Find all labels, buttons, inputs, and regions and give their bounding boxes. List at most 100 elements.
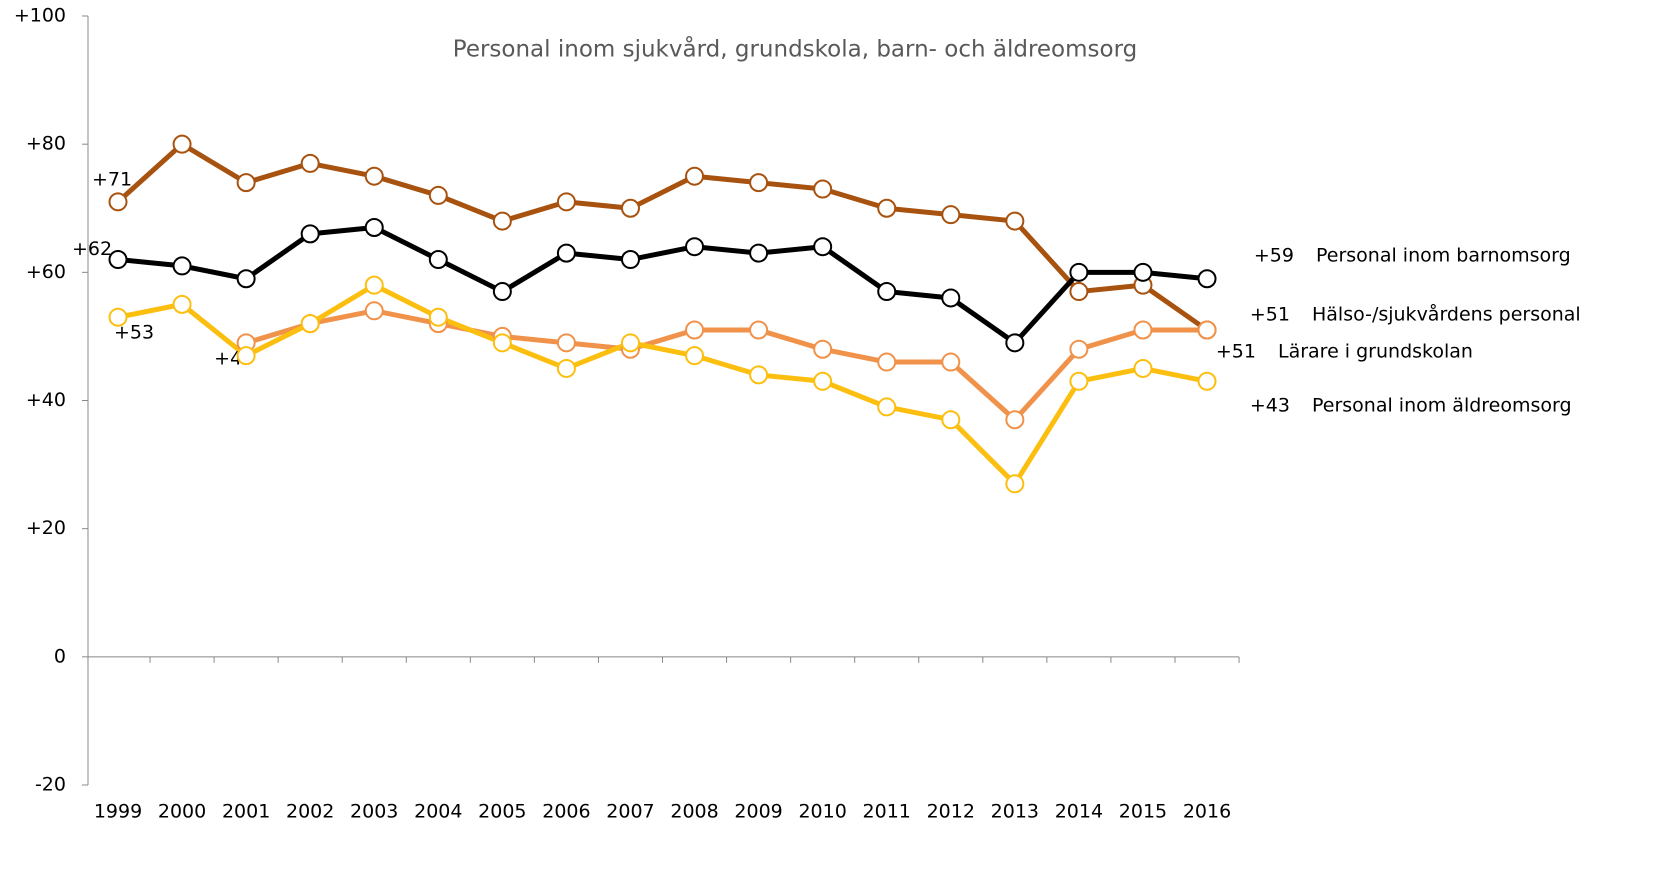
x-tick-label: 2005 <box>478 801 526 823</box>
end-label: +43 <box>1250 395 1290 417</box>
point <box>556 192 576 212</box>
point <box>1005 474 1025 494</box>
x-tick-label: 2012 <box>927 801 975 823</box>
point <box>620 250 640 270</box>
point <box>364 275 384 295</box>
point <box>620 198 640 218</box>
end-label: +59 <box>1254 245 1294 267</box>
y-tick-label: -20 <box>35 774 66 796</box>
x-tick-label: 2011 <box>863 801 911 823</box>
point <box>1069 339 1089 359</box>
y-tick-label: +60 <box>26 261 66 283</box>
point <box>1005 410 1025 430</box>
point <box>1005 211 1025 231</box>
point <box>877 282 897 302</box>
point <box>236 346 256 366</box>
point <box>877 397 897 417</box>
point <box>492 282 512 302</box>
point <box>1133 320 1153 340</box>
point <box>172 294 192 314</box>
x-tick-label: 2007 <box>606 801 654 823</box>
chart-title: Personal inom sjukvård, grundskola, barn… <box>453 35 1137 63</box>
x-tick-label: 1999 <box>94 801 142 823</box>
point <box>172 256 192 276</box>
point <box>749 173 769 193</box>
series-name: Hälso-/sjukvårdens personal <box>1312 303 1581 326</box>
point <box>685 166 705 186</box>
series-line <box>116 141 1209 333</box>
series-line <box>117 282 1208 487</box>
x-tick-label: 2003 <box>350 801 398 823</box>
x-tick-label: 2000 <box>158 801 206 823</box>
point <box>620 333 640 353</box>
y-tick-label: +80 <box>26 133 66 155</box>
point <box>813 179 833 199</box>
point <box>364 217 384 237</box>
end-label: +51 <box>1216 341 1256 363</box>
point <box>108 250 128 270</box>
point <box>108 307 128 327</box>
series-line <box>117 224 1208 346</box>
point <box>1069 371 1089 391</box>
point <box>492 211 512 231</box>
point <box>300 153 320 173</box>
x-tick-label: 2001 <box>222 801 270 823</box>
point <box>941 410 961 430</box>
point <box>877 198 897 218</box>
point <box>300 314 320 334</box>
y-tick-label: +20 <box>26 517 66 539</box>
point <box>492 333 512 353</box>
point <box>556 333 576 353</box>
point <box>364 166 384 186</box>
point <box>236 269 256 289</box>
point <box>556 243 576 263</box>
point <box>428 185 448 205</box>
end-label: +51 <box>1250 304 1290 326</box>
x-tick-label: 2006 <box>542 801 590 823</box>
point <box>685 237 705 257</box>
point <box>1197 320 1217 340</box>
x-tick-label: 2008 <box>670 801 718 823</box>
point <box>1197 371 1217 391</box>
point <box>1005 333 1025 353</box>
point <box>1197 269 1217 289</box>
point <box>877 352 897 372</box>
point <box>108 192 128 212</box>
point <box>236 173 256 193</box>
point <box>813 339 833 359</box>
x-tick-label: 2004 <box>414 801 462 823</box>
point <box>813 371 833 391</box>
point <box>300 224 320 244</box>
start-label: +53 <box>114 322 154 344</box>
point <box>813 237 833 257</box>
point <box>749 365 769 385</box>
start-label: +62 <box>72 238 112 260</box>
point <box>749 320 769 340</box>
point <box>941 205 961 225</box>
x-tick-label: 2010 <box>798 801 846 823</box>
point <box>685 346 705 366</box>
point <box>1069 262 1089 282</box>
series-line <box>245 308 1208 423</box>
start-label: +71 <box>92 168 132 190</box>
point <box>749 243 769 263</box>
x-tick-label: 2002 <box>286 801 334 823</box>
point <box>428 307 448 327</box>
point <box>364 301 384 321</box>
point <box>685 320 705 340</box>
y-tick-label: 0 <box>54 645 66 667</box>
point <box>1133 262 1153 282</box>
point <box>556 358 576 378</box>
point <box>941 352 961 372</box>
x-tick-label: 2009 <box>734 801 782 823</box>
point <box>172 134 192 154</box>
point <box>941 288 961 308</box>
point <box>1133 358 1153 378</box>
series-name: Personal inom äldreomsorg <box>1312 395 1572 417</box>
x-tick-label: 2014 <box>1055 801 1103 823</box>
point <box>1069 282 1089 302</box>
point <box>428 250 448 270</box>
y-tick-label: +40 <box>26 389 66 411</box>
x-tick-label: 2013 <box>991 801 1039 823</box>
